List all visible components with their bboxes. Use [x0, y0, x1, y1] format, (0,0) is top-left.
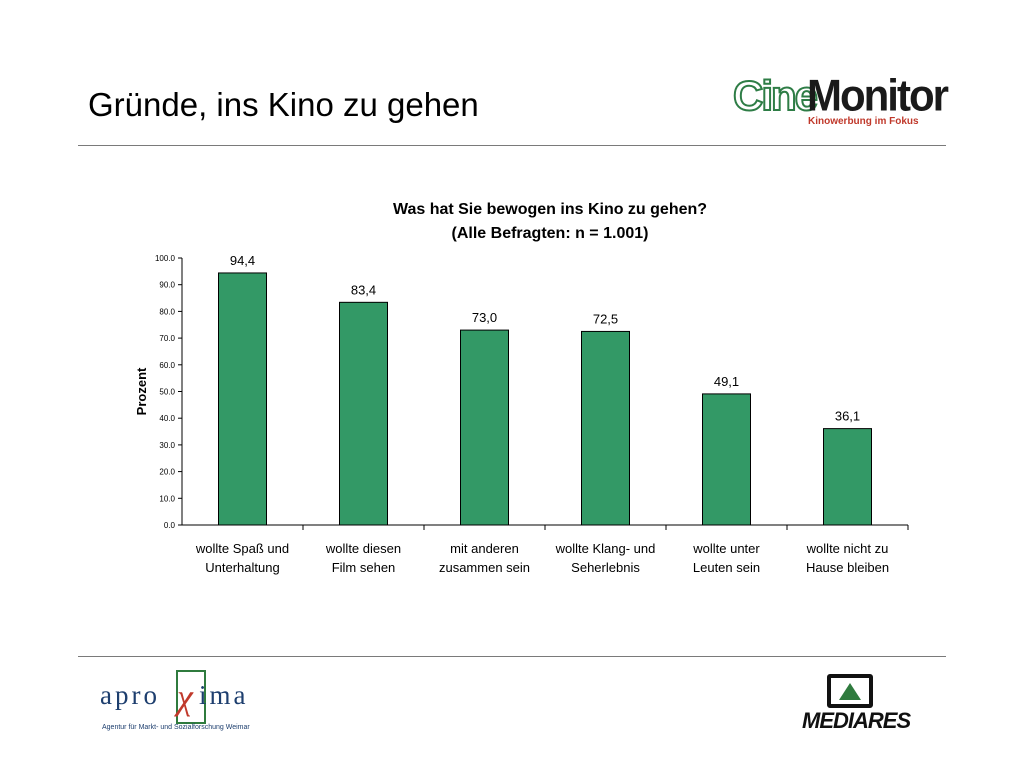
x-category-label: Seherlebnis	[571, 560, 640, 575]
x-category-label: mit anderen	[450, 541, 519, 556]
top-divider	[78, 145, 946, 146]
x-category-label: wollte unter	[692, 541, 760, 556]
bar-value-label: 73,0	[472, 310, 497, 325]
y-tick-label: 70.0	[159, 334, 175, 343]
cinemonitor-logo-cine: Cine	[732, 71, 819, 120]
chart-area: Was hat Sie bewogen ins Kino zu gehen? (…	[0, 190, 1024, 590]
chart-title-block: Was hat Sie bewogen ins Kino zu gehen? (…	[300, 198, 800, 246]
bar-value-label: 49,1	[714, 374, 739, 389]
y-tick-label: 100.0	[155, 254, 176, 263]
y-tick-label: 10.0	[159, 494, 175, 503]
y-tick-label: 80.0	[159, 307, 175, 316]
cinemonitor-tagline: Kinowerbung im Fokus	[808, 116, 919, 127]
bar-6	[823, 428, 872, 526]
x-category-label: wollte Klang- und	[555, 541, 656, 556]
bar-3	[460, 329, 509, 526]
bar-2	[339, 301, 388, 526]
aproxima-logo-frame	[176, 670, 206, 724]
y-tick-label: 40.0	[159, 414, 175, 423]
chart-title: Was hat Sie bewogen ins Kino zu gehen?	[392, 201, 708, 218]
x-category-label: wollte diesen	[325, 541, 401, 556]
bar-value-label: 83,4	[351, 282, 376, 297]
x-category-label: wollte nicht zu	[806, 541, 889, 556]
mediares-screen-icon	[827, 674, 873, 708]
bar-value-label: 72,5	[593, 311, 618, 326]
aproxima-logo-x-glyph: χ	[177, 677, 193, 717]
mediares-wordmark: MEDIARES	[802, 708, 911, 733]
bottom-divider	[78, 656, 946, 657]
slide-title: Gründe, ins Kino zu gehen	[88, 86, 479, 123]
y-tick-label: 30.0	[159, 441, 175, 450]
aproxima-subtitle: Agentur für Markt- und Sozialforschung W…	[102, 724, 250, 731]
x-category-label: Hause bleiben	[806, 560, 889, 575]
cinemonitor-logo-monitor: Monitor	[807, 70, 949, 121]
bar-1	[218, 272, 267, 526]
x-category-label: Unterhaltung	[205, 560, 279, 575]
y-tick-label: 20.0	[159, 468, 175, 477]
aproxima-logo-word: apro ima	[100, 680, 249, 710]
bar-4	[581, 330, 630, 526]
mediares-triangle-icon	[839, 683, 861, 700]
mediares-logo: MEDIARES	[800, 674, 911, 738]
x-category-label: Leuten sein	[693, 560, 760, 575]
bar-5	[702, 393, 751, 526]
y-axis-title: Prozent	[134, 367, 149, 415]
chart-subtitle: (Alle Befragten: n = 1.001)	[451, 225, 649, 242]
aproxima-logo: χ apro ima Agentur für Markt- und Sozial…	[100, 668, 300, 738]
bar-value-label: 94,4	[230, 253, 255, 268]
x-category-label: Film sehen	[332, 560, 396, 575]
x-category-label: wollte Spaß und	[195, 541, 289, 556]
x-category-label: zusammen sein	[439, 560, 530, 575]
bar-chart: 0.0 10.0 20.0 30.0 40.0 50.0 60.0 70.0 80.0 90.0 1…	[134, 253, 909, 575]
cinemonitor-logo: Cine Monitor Kinowerbung im Fokus	[732, 71, 949, 130]
bar-value-label: 36,1	[835, 409, 860, 424]
y-tick-label: 50.0	[159, 388, 175, 397]
y-tick-label: 60.0	[159, 361, 175, 370]
y-tick-label: 90.0	[159, 281, 175, 290]
y-tick-label: 0.0	[164, 521, 176, 530]
